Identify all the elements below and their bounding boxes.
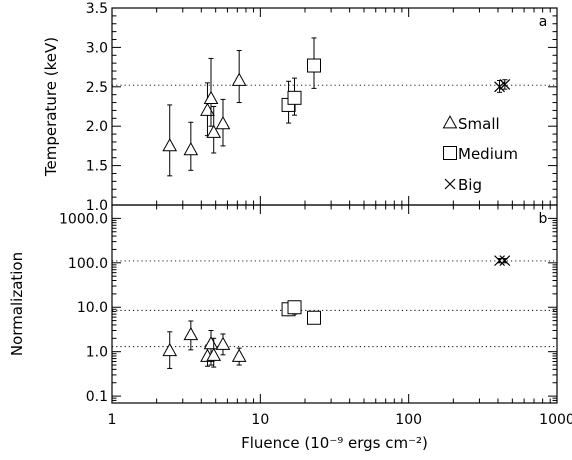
- y-tick-label: 3.0: [86, 40, 108, 56]
- marker-x: [494, 81, 505, 93]
- x-axis: 1 10 100 1000 Fluence (10⁻⁹ ergs cm⁻²): [108, 412, 572, 452]
- panel-bottom: 0.1 1.0 10.0 100.0 1000.0 Normalization b: [8, 204, 558, 405]
- y-tick-label: 3.5: [86, 1, 108, 17]
- marker-x: [499, 255, 511, 267]
- legend-label: Medium: [458, 145, 518, 163]
- marker-x: [494, 255, 505, 267]
- legend-label: Small: [458, 115, 500, 133]
- y-ticks: [112, 217, 557, 401]
- panel-label: a: [539, 14, 548, 30]
- series-medium: [281, 37, 321, 124]
- panel-top: 1.0 1.5 2.0 2.5 3.0 3.5 Temperature (keV) a: [42, 1, 558, 214]
- panel-label: b: [539, 211, 548, 227]
- y-tick-label: 0.1: [86, 389, 108, 405]
- y-tick-label: 2.0: [86, 119, 108, 135]
- marker-square: [306, 58, 321, 73]
- y-axis-label: Normalization: [8, 252, 26, 356]
- y-tick-label: 100.0: [68, 256, 108, 272]
- series-big: [494, 255, 511, 267]
- x-ticks: [156, 8, 551, 205]
- series-medium: [281, 300, 321, 325]
- marker-triangle: [206, 124, 222, 138]
- plot-frame: [111, 7, 558, 206]
- marker-triangle: [206, 347, 222, 361]
- marker-triangle: [183, 326, 199, 341]
- marker-triangle: [203, 90, 219, 104]
- y-tick-label: 1.0: [86, 345, 108, 361]
- x-tick-label: 100: [395, 412, 422, 428]
- marker-triangle: [162, 342, 178, 357]
- marker-square: [443, 146, 457, 160]
- marker-triangle: [183, 141, 199, 156]
- legend-item-big: Big: [444, 176, 482, 194]
- marker-triangle: [442, 115, 458, 129]
- y-axis-label: Temperature (keV): [42, 37, 60, 177]
- series-small: [162, 50, 247, 177]
- marker-triangle: [162, 138, 178, 152]
- plot-frame: [111, 204, 558, 404]
- x-tick-label: 1000: [539, 412, 572, 428]
- legend-item-medium: Medium: [443, 145, 518, 163]
- y-tick-label: 1.0: [86, 198, 108, 214]
- marker-triangle: [203, 336, 219, 350]
- series-big: [494, 79, 511, 93]
- series-small: [162, 320, 247, 369]
- marker-triangle: [215, 115, 231, 130]
- marker-square: [306, 310, 321, 325]
- x-ticks: [156, 205, 551, 403]
- marker-triangle: [200, 102, 215, 116]
- marker-square: [287, 300, 302, 315]
- y-tick-label: 10.0: [77, 300, 108, 316]
- marker-square: [287, 90, 302, 105]
- y-tick-label: 2.5: [86, 80, 108, 96]
- marker-triangle: [215, 336, 231, 350]
- x-axis-label: Fluence (10⁻⁹ ergs cm⁻²): [241, 434, 428, 452]
- x-tick-label: 10: [251, 412, 269, 428]
- marker-x: [499, 79, 511, 90]
- y-ticks: [112, 7, 557, 206]
- legend-item-small: Small: [442, 115, 500, 133]
- legend-label: Big: [458, 176, 482, 194]
- legend: Small Medium Big: [442, 115, 518, 194]
- x-tick-label: 1: [108, 412, 117, 428]
- y-tick-label: 1.5: [86, 159, 108, 175]
- y-tick-label: 1000.0: [59, 211, 108, 227]
- marker-x: [444, 178, 456, 190]
- marker-triangle: [231, 348, 247, 362]
- marker-triangle: [231, 72, 247, 86]
